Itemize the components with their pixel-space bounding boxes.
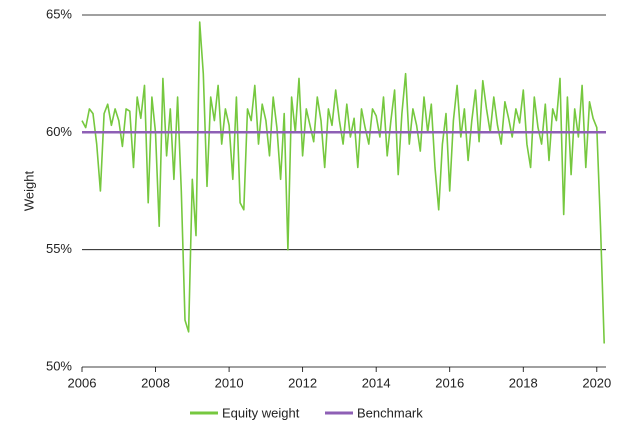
- x-tick-label: 2020: [582, 375, 611, 390]
- series-line: [81, 21, 605, 344]
- x-tick-label: 2014: [362, 375, 391, 390]
- x-tick-label: 2012: [288, 375, 317, 390]
- x-tick-label: 2016: [435, 375, 464, 390]
- y-axis-label: Weight: [21, 171, 36, 212]
- y-tick-label: 50%: [46, 358, 72, 373]
- legend-label: Benchmark: [357, 405, 423, 420]
- x-tick-label: 2006: [68, 375, 97, 390]
- legend-label: Equity weight: [222, 405, 300, 420]
- x-tick-label: 2010: [215, 375, 244, 390]
- y-tick-label: 60%: [46, 124, 72, 139]
- y-tick-label: 55%: [46, 241, 72, 256]
- x-tick-label: 2018: [509, 375, 538, 390]
- y-tick-label: 65%: [46, 6, 72, 21]
- x-tick-label: 2008: [141, 375, 170, 390]
